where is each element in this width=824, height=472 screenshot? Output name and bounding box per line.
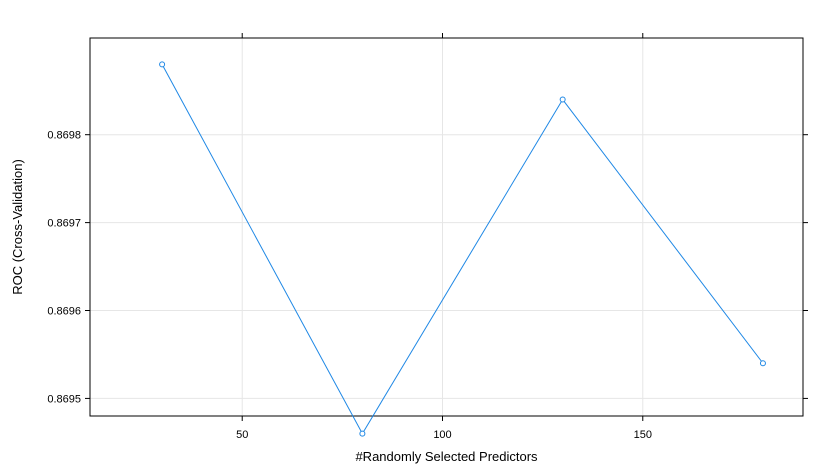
data-point-0-2 <box>559 96 566 103</box>
series-line-0 <box>161 64 764 435</box>
plot-frame <box>89 37 804 417</box>
x-tick-label-0: 50 <box>236 429 248 441</box>
grid-layer <box>90 38 803 416</box>
data-point-0-3 <box>759 360 766 367</box>
y-tick-label-3: 0.8698 <box>47 130 81 142</box>
x-tick-label-1: 100 <box>433 429 451 441</box>
y-tick-label-1: 0.8696 <box>47 306 81 318</box>
y-axis-label: ROC (Cross-Validation) <box>10 159 25 295</box>
y-tick-label-0: 0.8695 <box>47 393 81 405</box>
data-point-0-1 <box>359 430 366 437</box>
series-layer <box>159 61 766 437</box>
data-point-0-0 <box>159 61 166 68</box>
x-axis-label: #Randomly Selected Predictors <box>355 449 538 464</box>
x-tick-label-2: 150 <box>634 429 652 441</box>
tick-layer: 50 100 150 0.8695 0.8696 0.8697 0.8698 <box>47 33 808 441</box>
y-tick-label-2: 0.8697 <box>47 218 81 230</box>
